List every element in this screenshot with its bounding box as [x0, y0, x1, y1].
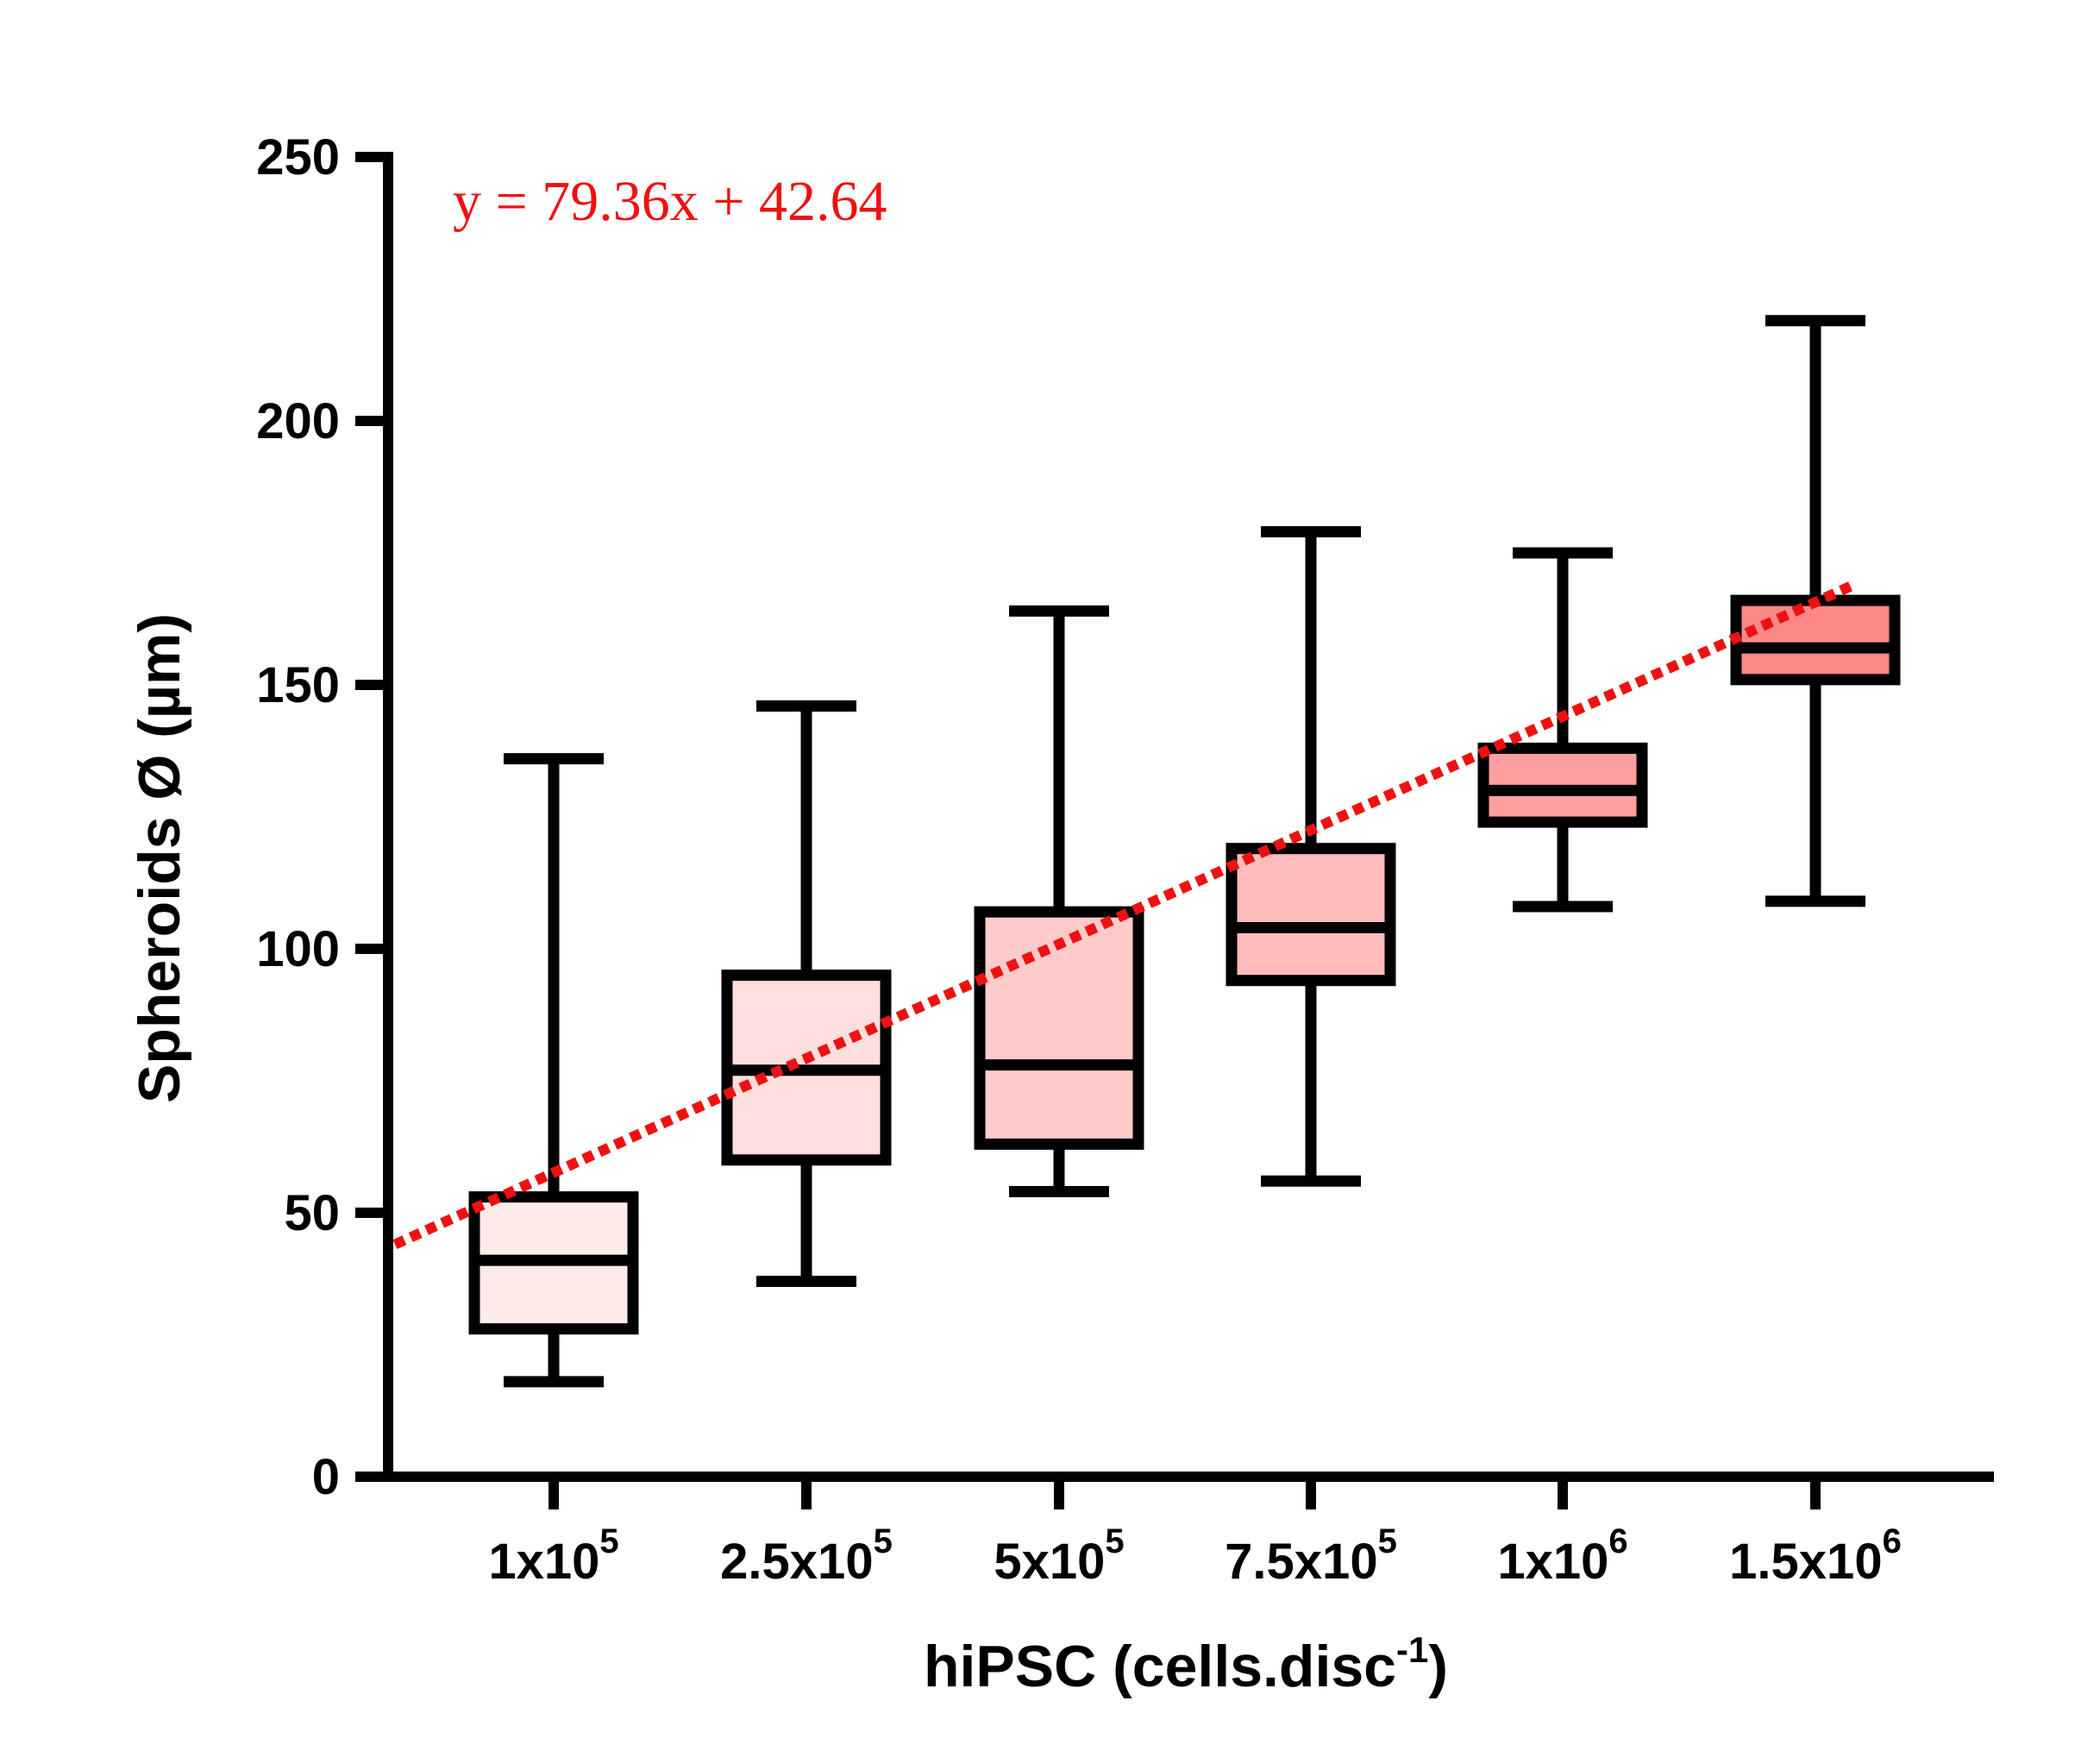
- iqr-box: [974, 906, 1144, 1150]
- ticks-layer: 0 50 100 150 200 250 1x105 2.5x105 5x105 7.5x105 1…: [256, 129, 1902, 1590]
- iqr-box: [1226, 843, 1396, 987]
- y-tick-label: 50: [284, 1185, 340, 1241]
- x-axis-title: hiPSC (cells.disc-1): [924, 1629, 1448, 1699]
- x-tick-label: 7.5x105: [1225, 1522, 1397, 1590]
- y-tick-label: 250: [256, 129, 340, 185]
- y-tick-label: 200: [256, 393, 340, 449]
- box-group: [974, 605, 1144, 1198]
- trendline-equation: y = 79.36x + 42.64: [453, 170, 887, 233]
- box-group: [721, 700, 892, 1288]
- box-group: [1730, 315, 1901, 907]
- iqr-box: [1730, 594, 1901, 686]
- box-group: [468, 753, 639, 1388]
- y-tick-label: 150: [256, 657, 340, 713]
- box-group: [1226, 526, 1396, 1187]
- x-tick-label: 1.5x106: [1729, 1522, 1902, 1590]
- axes-layer: [383, 152, 1994, 1482]
- y-axis-title: Spheroids Ø (µm): [127, 613, 192, 1103]
- x-axis-title-tail: ): [1428, 1634, 1448, 1699]
- x-tick-label: 1x105: [488, 1522, 618, 1590]
- x-axis-title-sup: -1: [1396, 1629, 1428, 1670]
- x-axis-title-base: hiPSC (cells.disc: [924, 1634, 1396, 1699]
- x-tick-label: 1x106: [1497, 1522, 1627, 1590]
- y-tick-label: 100: [256, 921, 340, 977]
- x-tick-label: 2.5x105: [720, 1522, 893, 1590]
- x-tick-label: 5x105: [994, 1522, 1124, 1590]
- y-tick-label: 0: [312, 1449, 340, 1505]
- box-group: [1477, 547, 1648, 913]
- trendline: [392, 580, 1857, 1250]
- boxes-layer: [468, 315, 1901, 1388]
